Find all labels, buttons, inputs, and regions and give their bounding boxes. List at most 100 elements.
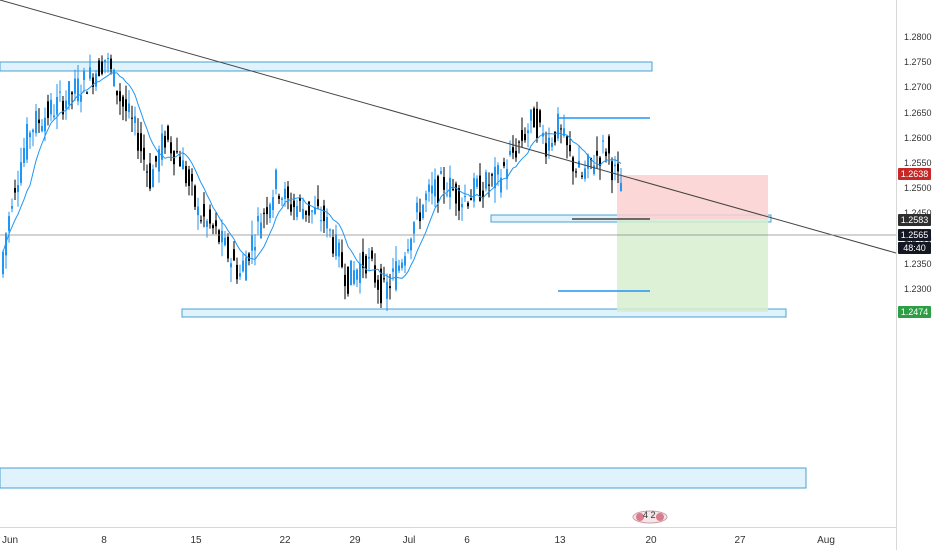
candle <box>98 57 100 77</box>
candle <box>413 220 415 243</box>
candle-body <box>359 263 361 284</box>
candle <box>158 145 160 183</box>
candle <box>176 137 178 154</box>
candle-body <box>365 255 367 274</box>
candle <box>128 90 130 119</box>
candle <box>155 155 157 168</box>
candle <box>242 253 244 273</box>
candle-body <box>11 206 13 209</box>
candle-body <box>581 175 583 177</box>
candle-body <box>542 132 544 137</box>
candle-body <box>482 190 484 199</box>
candle-body <box>332 237 334 254</box>
candle <box>110 54 112 75</box>
candle-body <box>278 195 280 199</box>
candle-body <box>344 274 346 287</box>
candle-body <box>212 225 214 229</box>
candle-body <box>203 204 205 217</box>
candle <box>167 124 169 143</box>
candle-body <box>392 268 394 272</box>
candle <box>392 258 394 281</box>
candle-body <box>362 251 364 269</box>
candle <box>263 208 265 229</box>
candle <box>65 90 67 120</box>
price-tick-label: 1.2750 <box>904 57 932 68</box>
candle <box>38 108 40 134</box>
candle-body <box>149 163 151 189</box>
candle-body <box>575 171 577 173</box>
candle-body <box>290 204 292 212</box>
candle-body <box>71 92 73 95</box>
candle-body <box>8 216 10 231</box>
candle-body <box>182 160 184 170</box>
price-tick-label: 1.2800 <box>904 32 932 42</box>
candle-body <box>5 233 7 256</box>
candle <box>230 257 232 283</box>
candle-body <box>401 262 403 269</box>
candle <box>500 169 502 198</box>
candle <box>443 166 445 204</box>
candle-body <box>341 252 343 267</box>
candle <box>593 154 595 176</box>
chart-pane[interactable]: 4 2 <box>0 0 896 527</box>
candle <box>47 94 49 126</box>
candle <box>101 55 103 76</box>
candle <box>575 168 577 178</box>
candle-body <box>512 147 514 153</box>
candle-body <box>407 249 409 251</box>
candle-body <box>617 163 619 172</box>
candle-body <box>65 100 67 109</box>
candle <box>299 194 301 212</box>
candle <box>326 208 328 238</box>
candle-body <box>398 265 400 271</box>
candle-body <box>326 217 328 229</box>
candle <box>59 80 61 102</box>
candle <box>434 168 436 208</box>
time-axis[interactable]: Jun 8 15 22 29 Jul 6 13 20 27 Aug <box>0 527 896 551</box>
time-tick-label: 29 <box>349 535 361 546</box>
candle <box>122 94 124 121</box>
candle-body <box>275 169 277 190</box>
candle <box>335 224 337 260</box>
candle-body <box>59 91 61 93</box>
time-tick-label: 15 <box>190 535 202 546</box>
candle <box>584 160 586 182</box>
lower-support-zone <box>0 467 807 489</box>
candle <box>197 197 199 230</box>
candle-body <box>308 201 310 216</box>
candle <box>599 156 601 180</box>
candle <box>206 218 208 238</box>
candle-body <box>176 151 178 153</box>
candle-body <box>215 220 217 227</box>
candle <box>377 275 379 304</box>
candle-body <box>518 141 520 143</box>
candle <box>224 231 226 247</box>
candle-body <box>95 73 97 87</box>
candle-body <box>245 257 247 281</box>
candle-body <box>32 129 34 133</box>
candle-body <box>80 95 82 102</box>
candle-body <box>440 171 442 174</box>
candle <box>521 117 523 148</box>
candle <box>104 59 106 74</box>
economic-events-icon[interactable]: 4 2 <box>632 510 668 524</box>
candle <box>215 212 217 235</box>
candle <box>116 90 118 105</box>
candle-body <box>239 273 241 277</box>
candle <box>524 127 526 143</box>
candle-body <box>467 202 469 207</box>
candle <box>71 91 73 110</box>
price-axis[interactable]: 1.2800 1.2750 1.2700 1.2650 1.2600 1.2550 1.25… <box>896 0 932 550</box>
candle <box>401 258 403 271</box>
price-chart[interactable] <box>0 0 896 527</box>
candle-body <box>305 210 307 215</box>
candle-body <box>140 133 142 152</box>
candle <box>194 184 196 211</box>
candle <box>407 238 409 254</box>
candle <box>11 198 13 213</box>
candle-body <box>251 235 253 251</box>
candle <box>152 164 154 188</box>
candle-body <box>527 130 529 134</box>
candle <box>251 220 253 264</box>
candle <box>239 264 241 280</box>
